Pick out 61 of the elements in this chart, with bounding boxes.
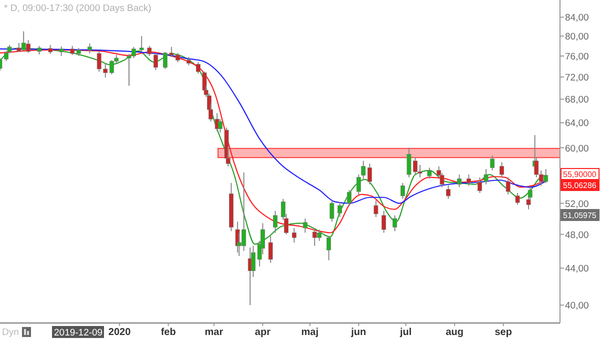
text: 55,90000 — [563, 170, 597, 179]
candlestick — [70, 45, 75, 56]
chart-title: * D, 09:00-17:30 (2000 Days Back) — [4, 3, 152, 14]
candlestick — [356, 174, 361, 195]
candlestick — [292, 227, 296, 244]
candlestick — [326, 235, 331, 261]
x-tick-label: sep — [494, 327, 512, 338]
candlestick — [361, 160, 366, 180]
candlestick — [500, 162, 504, 178]
candlestick — [147, 45, 152, 57]
candlestick — [478, 176, 482, 194]
candlestick — [154, 52, 158, 71]
candlestick — [330, 200, 334, 222]
candlestick — [196, 62, 200, 74]
candlestick — [484, 168, 488, 185]
text: 51,05975 — [563, 211, 597, 220]
candlestick — [392, 214, 398, 232]
candlestick — [382, 210, 386, 234]
text: 55,06286 — [563, 181, 597, 190]
x-tick-label: jun — [350, 327, 366, 338]
candlestick — [302, 218, 308, 234]
candlestick — [48, 44, 53, 54]
y-tick-label: 52,00 — [565, 198, 589, 210]
candlestick — [400, 182, 405, 200]
x-tick-label: mar — [204, 327, 224, 338]
y-tick-label: 48,00 — [565, 230, 589, 241]
y-tick-label: 76,00 — [565, 52, 589, 63]
y-tick-label: 84,00 — [565, 12, 589, 24]
text: Dyn — [2, 327, 19, 338]
candlestick — [374, 200, 378, 218]
candlestick — [218, 118, 222, 134]
candlestick — [273, 210, 278, 234]
candlestick — [202, 71, 207, 93]
x-tick-label: apr — [254, 327, 271, 338]
candlestick — [457, 174, 462, 188]
candlestick — [347, 190, 352, 207]
y-tick-label: 44,00 — [565, 264, 589, 275]
candlestick — [515, 192, 520, 206]
candlestick — [87, 42, 92, 54]
candlestick — [490, 155, 495, 171]
candlestick — [466, 174, 471, 186]
x-tick-label: aug — [446, 327, 464, 338]
y-tick-label: 80,00 — [565, 32, 589, 43]
candlestick — [268, 235, 273, 264]
candlestick — [446, 184, 451, 200]
candlestick — [427, 167, 432, 180]
x-tick-label: 2020 — [108, 327, 132, 338]
y-tick-label: 72,00 — [565, 72, 589, 84]
candlestick — [59, 46, 64, 57]
candlestick — [139, 36, 144, 52]
y-tick-label: 64,00 — [565, 118, 589, 130]
text: 2019-12-09 — [54, 328, 103, 338]
y-tick-label: 40,00 — [565, 300, 589, 312]
x-tick-label: jul — [399, 327, 412, 338]
candlestick — [506, 176, 510, 195]
x-tick-label: maj — [301, 327, 319, 338]
y-tick-label: 60,00 — [565, 143, 589, 154]
x-tick-label: feb — [160, 327, 176, 338]
y-tick-label: 68,00 — [565, 94, 589, 106]
candlestick — [338, 201, 342, 218]
candlestick — [367, 163, 372, 185]
